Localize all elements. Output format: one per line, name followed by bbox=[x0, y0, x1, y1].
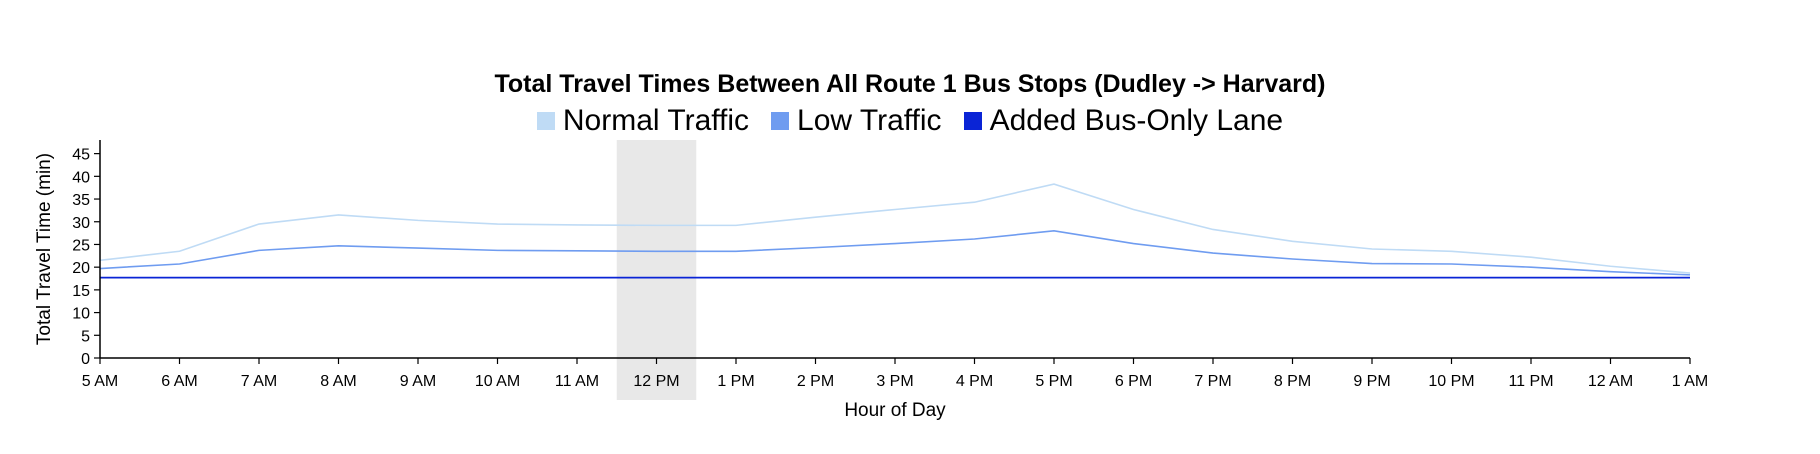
y-axis-label: Total Travel Time (min) bbox=[34, 153, 55, 345]
y-tick-label: 5 bbox=[81, 328, 90, 345]
x-tick-label: 8 AM bbox=[320, 373, 356, 390]
x-tick-label: 9 PM bbox=[1353, 373, 1390, 390]
y-tick-label: 25 bbox=[72, 237, 90, 254]
y-ticks: 0 5 10 15 20 25 30 35 40 45 bbox=[72, 147, 100, 368]
x-tick-label: 2 PM bbox=[797, 373, 834, 390]
x-tick-label: 5 PM bbox=[1035, 373, 1072, 390]
x-tick-label: 10 PM bbox=[1428, 373, 1474, 390]
x-tick-label: 11 PM bbox=[1508, 373, 1553, 390]
y-tick-label: 40 bbox=[72, 169, 90, 186]
x-tick-label: 3 PM bbox=[876, 373, 913, 390]
y-tick-label: 15 bbox=[72, 283, 90, 300]
legend-swatch-bus-only-lane bbox=[963, 112, 982, 130]
legend-label-bus-only-lane: Added Bus-Only Lane bbox=[989, 104, 1284, 137]
x-tick-label: 12 AM bbox=[1588, 373, 1633, 390]
chart-title: Total Travel Times Between All Route 1 B… bbox=[494, 70, 1326, 98]
legend-swatch-normal-traffic bbox=[536, 112, 555, 130]
legend-label-normal-traffic: Normal Traffic bbox=[562, 104, 750, 137]
highlight-band bbox=[616, 140, 697, 400]
y-tick-label: 0 bbox=[81, 351, 90, 368]
y-tick-label: 30 bbox=[72, 215, 90, 232]
y-tick-label: 10 bbox=[72, 306, 90, 323]
x-tick-label: 1 PM bbox=[717, 373, 754, 390]
x-tick-label: 9 AM bbox=[400, 373, 436, 390]
x-tick-label: 7 AM bbox=[241, 373, 277, 390]
legend-item-low-traffic[interactable]: Low Traffic bbox=[771, 104, 942, 138]
x-axis-label: Hour of Day bbox=[844, 400, 946, 421]
legend-swatch-low-traffic bbox=[771, 112, 790, 130]
y-tick-label: 45 bbox=[72, 147, 90, 164]
y-tick-label: 20 bbox=[72, 260, 90, 277]
x-tick-label: 12 PM bbox=[633, 373, 679, 390]
x-tick-label: 11 AM bbox=[555, 373, 599, 390]
x-tick-label: 1 AM bbox=[1672, 373, 1708, 390]
y-tick-label: 35 bbox=[72, 192, 90, 209]
x-tick-label: 6 AM bbox=[161, 373, 197, 390]
x-ticks: 5 AM 6 AM 7 AM 8 AM 9 AM 10 AM 11 AM 12 PM 1 PM 2… bbox=[82, 358, 1708, 390]
series-line-normal-traffic bbox=[99, 183, 1691, 274]
legend-label-low-traffic: Low Traffic bbox=[797, 104, 942, 137]
legend-item-bus-only-lane[interactable]: Added Bus-Only Lane bbox=[963, 104, 1284, 138]
legend: Normal Traffic Low Traffic Added Bus-Onl… bbox=[0, 104, 1820, 138]
x-tick-label: 6 PM bbox=[1115, 373, 1152, 390]
series-layer bbox=[99, 183, 1691, 279]
x-tick-label: 5 AM bbox=[82, 373, 118, 390]
x-tick-label: 7 PM bbox=[1194, 373, 1231, 390]
legend-item-normal-traffic[interactable]: Normal Traffic bbox=[536, 104, 750, 138]
x-tick-label: 8 PM bbox=[1274, 373, 1311, 390]
series-line-low-traffic bbox=[99, 230, 1691, 276]
x-tick-label: 4 PM bbox=[956, 373, 993, 390]
x-tick-label: 10 AM bbox=[475, 373, 520, 390]
